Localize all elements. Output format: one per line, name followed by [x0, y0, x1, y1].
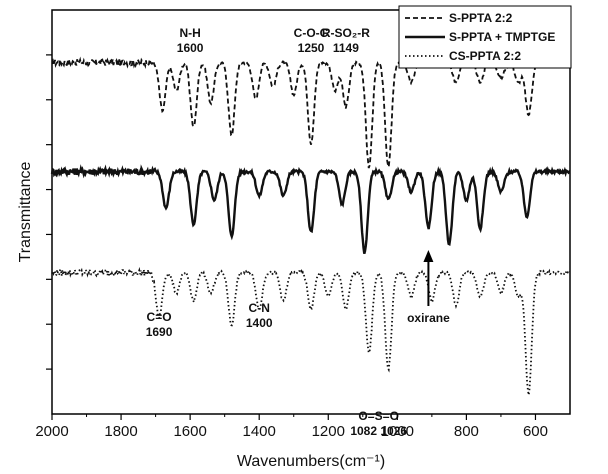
arrow-head-icon — [423, 250, 433, 262]
series-line-0 — [52, 59, 570, 168]
annotation-text: O=S=O — [358, 409, 399, 423]
x-tick-label: 800 — [454, 423, 479, 440]
x-tick-label: 2000 — [35, 423, 68, 440]
annotation-text: 1250 — [298, 41, 325, 55]
y-axis-label: Transmittance — [17, 162, 34, 263]
legend-label: S-PPTA 2:2 — [449, 11, 513, 25]
x-axis-label: Wavenumbers(cm⁻¹) — [237, 453, 385, 470]
annotation-text: 1149 — [333, 41, 359, 55]
y-ticks — [46, 55, 52, 369]
annotation-layer: N-H1600C-O-C1250R-SO₂-R1149C=O1690C-N140… — [146, 26, 450, 438]
annotation-text: oxirane — [407, 311, 450, 325]
x-tick-label: 1400 — [243, 423, 276, 440]
plot-frame — [52, 10, 570, 414]
x-tick-label: 1200 — [312, 423, 345, 440]
series-layer — [52, 59, 570, 395]
annotation-text: R-SO₂-R — [322, 26, 370, 40]
series-line-2 — [52, 270, 570, 396]
legend-label: CS-PPTA 2:2 — [449, 49, 521, 63]
legend: S-PPTA 2:2 S-PPTA + TMPTGE CS-PPTA 2:2 — [399, 6, 571, 68]
x-ticks: 2000 1800 1600 1400 1200 1000 800 600 — [35, 414, 548, 440]
annotation-text: 1690 — [146, 325, 173, 339]
x-tick-label: 1800 — [104, 423, 137, 440]
x-tick-label: 1000 — [381, 423, 414, 440]
series-line-1 — [52, 169, 570, 254]
annotation-text: 1400 — [246, 316, 273, 330]
x-tick-label: 1600 — [173, 423, 206, 440]
annotation-text: N-H — [179, 26, 200, 40]
annotation-text: C-N — [249, 301, 270, 315]
legend-label: S-PPTA + TMPTGE — [449, 30, 555, 44]
annotation-oxirane: oxirane — [407, 250, 450, 325]
annotation-text: 1600 — [177, 41, 204, 55]
annotation-text: C=O — [147, 310, 172, 324]
x-tick-label: 600 — [523, 423, 548, 440]
